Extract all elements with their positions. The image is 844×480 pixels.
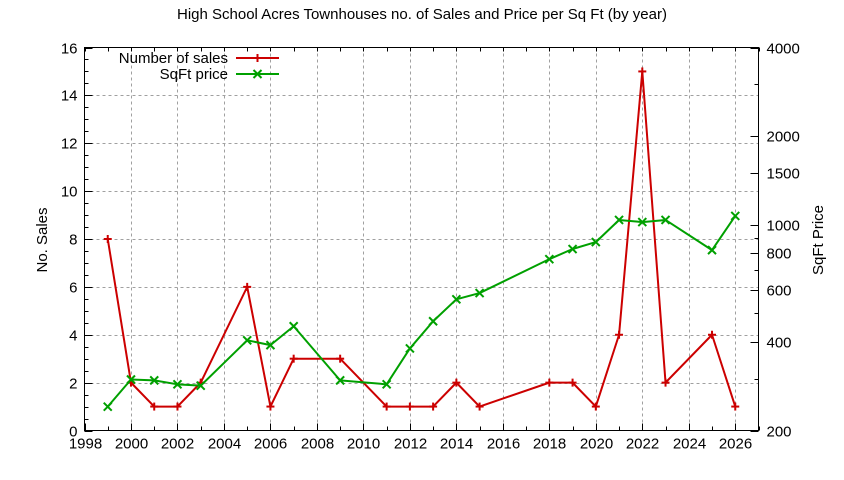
data-series (103, 67, 740, 412)
y2-tick-label: 800 (767, 246, 792, 263)
y-tick-label: 4 (69, 328, 77, 345)
x-tick-label: 1998 (69, 436, 102, 453)
y-axis-label: No. Sales (34, 207, 51, 272)
x-tick-label: 2004 (208, 436, 241, 453)
legend-swatch-sqft (236, 69, 279, 79)
axis-ticks (84, 47, 760, 432)
y2-tick-label: 400 (767, 335, 792, 352)
y2-tick-label: 1500 (767, 166, 800, 183)
x-tick-label: 2000 (115, 436, 148, 453)
y2-tick-label: 600 (767, 283, 792, 300)
y-tick-label: 10 (61, 184, 78, 201)
y2-tick-label: 200 (767, 424, 792, 441)
x-tick-label: 2018 (533, 436, 566, 453)
y-tick-label: 12 (61, 136, 78, 153)
plot-frame (84, 47, 759, 431)
chart-title: High School Acres Townhouses no. of Sale… (177, 6, 667, 23)
x-tick-label: 2022 (626, 436, 659, 453)
y-tick-label: 8 (69, 232, 77, 249)
x-tick-label: 2026 (719, 436, 752, 453)
series-sqft-price (103, 211, 740, 412)
y2-axis-label: SqFt Price (810, 205, 827, 275)
x-tick-label: 2008 (301, 436, 334, 453)
y2-tick-label: 4000 (767, 41, 800, 58)
x-tick-label: 2012 (394, 436, 427, 453)
x-tick-label: 2002 (161, 436, 194, 453)
y-tick-label: 14 (61, 88, 78, 105)
x-tick-label: 2016 (487, 436, 520, 453)
x-tick-label: 2024 (673, 436, 706, 453)
y2-tick-label: 2000 (767, 129, 800, 146)
y-tick-label: 6 (69, 280, 77, 297)
y-tick-label: 2 (69, 376, 77, 393)
legend-label-sales: Number of sales (119, 50, 228, 67)
y-axis-tick-labels: 0 2 4 6 8 10 12 14 16 (61, 41, 78, 441)
y2-axis-tick-labels: 200 400 600 800 1000 1500 2000 4000 (767, 41, 800, 441)
x-tick-label: 2010 (347, 436, 380, 453)
x-axis-tick-labels: 1998 2000 2002 2004 2006 2008 2010 2012 2014 2016… (69, 436, 752, 453)
x-tick-label: 2014 (440, 436, 473, 453)
x-tick-label: 2020 (580, 436, 613, 453)
legend: Number of sales SqFt price (119, 50, 279, 83)
x-tick-label: 2006 (254, 436, 287, 453)
grid-lines (84, 47, 759, 431)
y-tick-label: 16 (61, 41, 78, 58)
legend-swatch-sales (236, 54, 279, 62)
y-tick-label: 0 (69, 424, 77, 441)
legend-label-sqft: SqFt price (160, 66, 228, 83)
y2-tick-label: 1000 (767, 218, 800, 235)
